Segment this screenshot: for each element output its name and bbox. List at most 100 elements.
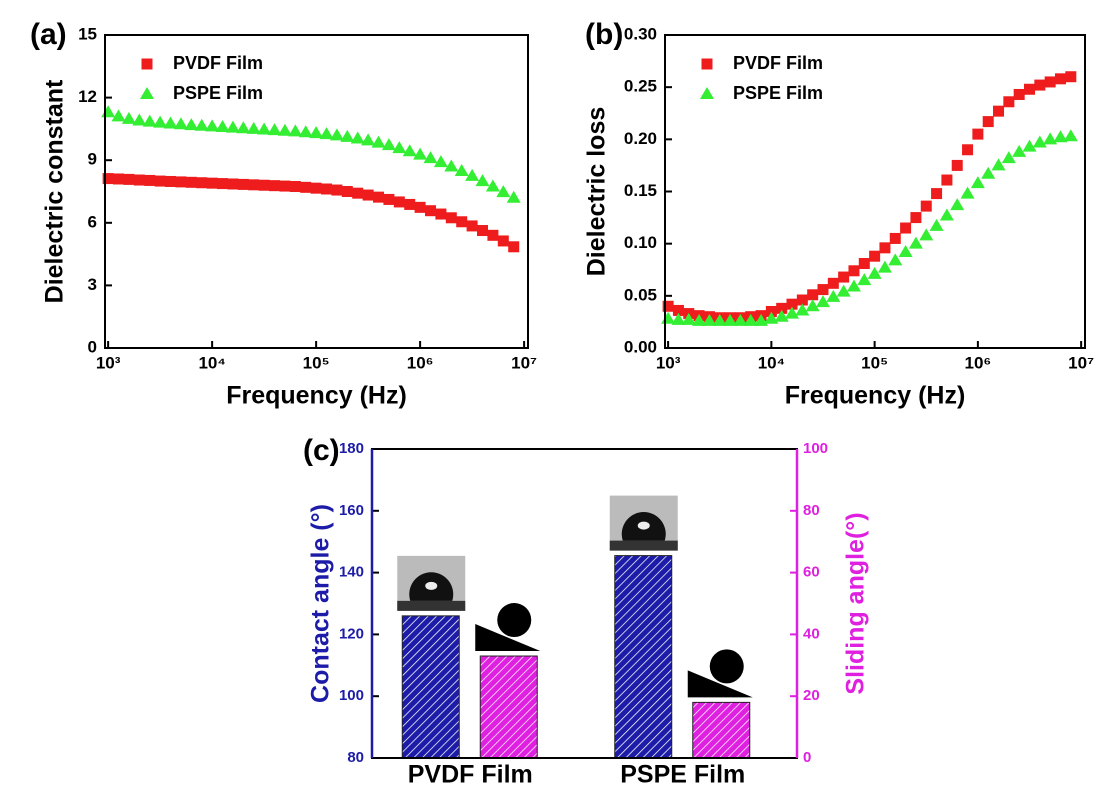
- y-tick-label: 0: [88, 337, 97, 356]
- point: [414, 201, 426, 213]
- point: [102, 173, 114, 185]
- point: [113, 173, 125, 185]
- point: [444, 159, 459, 172]
- y-tick-label: 140: [339, 564, 364, 581]
- point: [764, 311, 779, 324]
- point: [888, 253, 903, 266]
- point: [858, 257, 870, 269]
- point: [154, 175, 166, 187]
- point: [1022, 139, 1037, 152]
- point: [173, 117, 188, 130]
- point: [298, 125, 313, 138]
- point: [309, 126, 324, 139]
- point: [1024, 83, 1036, 95]
- point: [393, 196, 405, 208]
- point: [341, 186, 353, 197]
- point: [774, 309, 789, 322]
- point: [381, 138, 396, 151]
- y2-axis-title: Sliding angle(°): [842, 512, 870, 694]
- point: [196, 177, 208, 189]
- point: [889, 232, 901, 244]
- point: [867, 266, 882, 279]
- drop-glare: [637, 521, 650, 530]
- point: [496, 185, 511, 198]
- point: [1043, 132, 1058, 145]
- point: [1012, 144, 1027, 157]
- point: [681, 312, 696, 325]
- y-tick-label: 9: [88, 150, 97, 169]
- point: [1053, 130, 1068, 143]
- legend-label: PSPE Film: [733, 83, 823, 103]
- point: [506, 190, 521, 203]
- point: [962, 144, 974, 156]
- droplet-image: [397, 555, 466, 611]
- y-axis-title: Dielectric loss: [583, 107, 611, 277]
- point: [362, 189, 374, 201]
- x-axis-title: Frequency (Hz): [226, 382, 407, 410]
- point: [433, 155, 448, 168]
- y-axis-title: Contact angle (°): [307, 504, 335, 703]
- drop-glare: [425, 581, 438, 590]
- point: [807, 289, 819, 301]
- point: [258, 179, 270, 191]
- point: [920, 200, 932, 212]
- y-tick-label: 180: [339, 440, 364, 457]
- point: [383, 193, 395, 205]
- point: [329, 128, 344, 141]
- point: [939, 208, 954, 221]
- point: [246, 121, 261, 134]
- point: [331, 184, 343, 196]
- panel-label: (a): [30, 18, 67, 51]
- point: [1001, 151, 1016, 164]
- point: [508, 241, 520, 253]
- point: [869, 250, 881, 262]
- y-tick-label: 0.05: [624, 285, 657, 304]
- x-tick-label: 10³: [656, 353, 681, 372]
- point: [857, 273, 872, 286]
- legend-marker: [140, 87, 154, 99]
- y2-tick-label: 80: [803, 502, 820, 519]
- y-axis-title: Dielectric constant: [41, 79, 69, 303]
- point: [817, 284, 829, 296]
- droplet-image: [609, 495, 678, 551]
- point: [1054, 73, 1066, 85]
- x-tick-label: 10⁴: [758, 353, 785, 372]
- point: [371, 135, 386, 148]
- point: [487, 229, 499, 241]
- point: [289, 180, 301, 192]
- panel-label: (c): [303, 434, 340, 467]
- point: [972, 128, 984, 140]
- panel-label: (b): [585, 18, 623, 51]
- legend-label: PVDF Film: [173, 53, 263, 73]
- droplet-image: [687, 649, 753, 698]
- x-tick-label: 10⁷: [1068, 353, 1094, 372]
- x-tick-label: 10⁴: [198, 353, 225, 372]
- point: [205, 119, 220, 132]
- point: [225, 120, 240, 133]
- point: [194, 118, 209, 131]
- point: [350, 131, 365, 144]
- y-tick-label: 100: [339, 687, 364, 704]
- photo-base: [609, 540, 678, 551]
- point: [277, 123, 292, 136]
- y-tick-label: 6: [88, 212, 97, 231]
- y-tick-label: 0.00: [624, 337, 657, 356]
- point: [993, 105, 1005, 117]
- drop: [709, 649, 744, 684]
- x-tick-label: 10⁵: [303, 353, 330, 372]
- point: [796, 294, 808, 306]
- point: [941, 174, 953, 186]
- point: [373, 191, 385, 203]
- x-tick-label: 10⁶: [407, 353, 434, 372]
- point: [402, 144, 417, 157]
- point: [227, 178, 239, 190]
- point: [310, 182, 322, 194]
- x-tick-label: 10⁵: [861, 353, 888, 372]
- point: [425, 205, 437, 217]
- x-tick-label: 10³: [96, 353, 121, 372]
- point: [931, 188, 943, 200]
- y2-tick-label: 60: [803, 564, 820, 581]
- y-tick-label: 15: [78, 24, 97, 43]
- y-tick-label: 80: [347, 749, 364, 766]
- point: [712, 313, 727, 326]
